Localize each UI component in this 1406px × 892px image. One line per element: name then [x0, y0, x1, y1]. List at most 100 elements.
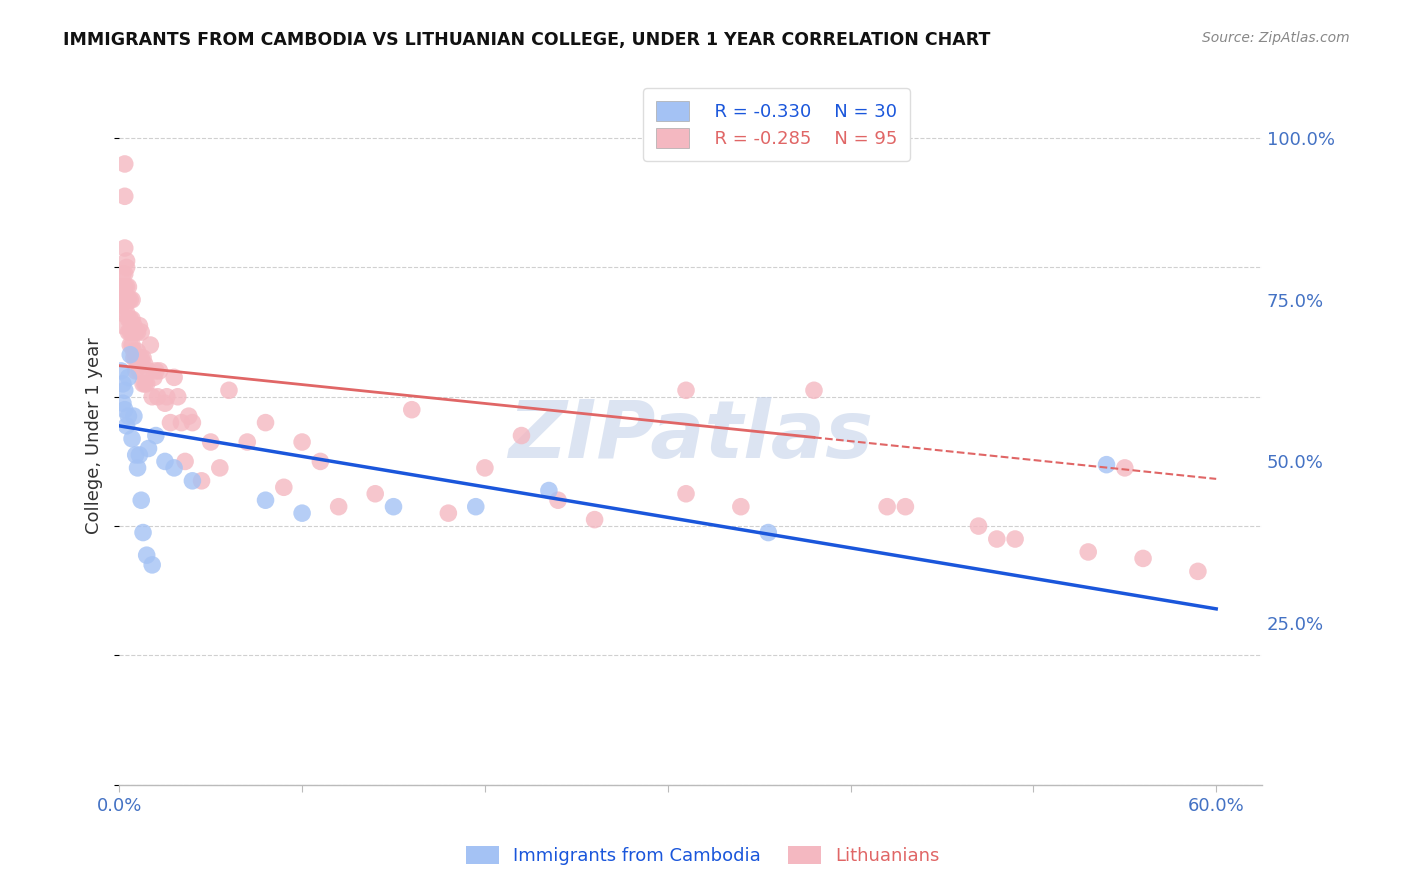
Point	[675, 487, 697, 501]
Point	[115, 254, 138, 268]
Point	[208, 461, 231, 475]
Point	[364, 487, 387, 501]
Point	[437, 506, 460, 520]
Point	[382, 500, 405, 514]
Point	[254, 416, 277, 430]
Point	[145, 364, 167, 378]
Point	[803, 384, 825, 398]
Point	[110, 306, 132, 320]
Point	[138, 364, 160, 378]
Point	[159, 416, 181, 430]
Point	[110, 293, 132, 307]
Point	[122, 318, 145, 333]
Point	[181, 416, 204, 430]
Point	[127, 344, 149, 359]
Point	[111, 267, 134, 281]
Legend: Immigrants from Cambodia, Lithuanians: Immigrants from Cambodia, Lithuanians	[457, 838, 949, 874]
Point	[291, 506, 314, 520]
Point	[474, 461, 496, 475]
Point	[125, 448, 148, 462]
Point	[181, 474, 204, 488]
Point	[876, 500, 898, 514]
Point	[291, 435, 314, 450]
Point	[1077, 545, 1099, 559]
Point	[125, 325, 148, 339]
Point	[121, 293, 143, 307]
Point	[120, 338, 142, 352]
Point	[128, 364, 150, 378]
Point	[120, 348, 142, 362]
Point	[756, 525, 779, 540]
Point	[117, 325, 139, 339]
Point	[675, 384, 697, 398]
Point	[134, 358, 156, 372]
Legend:   R = -0.330    N = 30,   R = -0.285    N = 95: R = -0.330 N = 30, R = -0.285 N = 95	[644, 88, 910, 161]
Point	[114, 189, 136, 203]
Text: ZIPatlas: ZIPatlas	[508, 397, 873, 475]
Point	[166, 390, 188, 404]
Point	[148, 364, 170, 378]
Point	[1187, 565, 1209, 579]
Point	[132, 525, 155, 540]
Point	[141, 558, 163, 572]
Point	[110, 280, 132, 294]
Point	[128, 448, 150, 462]
Point	[145, 428, 167, 442]
Point	[122, 344, 145, 359]
Point	[111, 286, 134, 301]
Point	[132, 376, 155, 391]
Point	[115, 260, 138, 275]
Point	[177, 409, 200, 424]
Point	[111, 318, 134, 333]
Point	[1004, 532, 1026, 546]
Point	[146, 390, 169, 404]
Point	[114, 280, 136, 294]
Point	[1095, 458, 1118, 472]
Point	[129, 325, 152, 339]
Point	[127, 351, 149, 365]
Point	[114, 384, 136, 398]
Point	[117, 293, 139, 307]
Point	[537, 483, 560, 498]
Point	[135, 376, 157, 391]
Point	[967, 519, 990, 533]
Point	[117, 370, 139, 384]
Point	[328, 500, 350, 514]
Point	[114, 299, 136, 313]
Point	[134, 376, 156, 391]
Point	[583, 513, 606, 527]
Point	[111, 376, 134, 391]
Y-axis label: College, Under 1 year: College, Under 1 year	[86, 337, 103, 534]
Point	[190, 474, 212, 488]
Text: Source: ZipAtlas.com: Source: ZipAtlas.com	[1202, 31, 1350, 45]
Point	[138, 442, 160, 456]
Point	[125, 364, 148, 378]
Point	[115, 280, 138, 294]
Point	[309, 454, 332, 468]
Point	[135, 548, 157, 562]
Point	[115, 418, 138, 433]
Point	[127, 461, 149, 475]
Point	[401, 402, 423, 417]
Point	[115, 306, 138, 320]
Point	[114, 402, 136, 417]
Point	[120, 312, 142, 326]
Point	[163, 370, 186, 384]
Point	[156, 390, 179, 404]
Point	[153, 454, 176, 468]
Point	[273, 480, 295, 494]
Point	[986, 532, 1008, 546]
Point	[127, 325, 149, 339]
Point	[143, 370, 166, 384]
Point	[730, 500, 752, 514]
Point	[132, 351, 155, 365]
Point	[200, 435, 222, 450]
Point	[117, 280, 139, 294]
Point	[120, 325, 142, 339]
Point	[114, 157, 136, 171]
Point	[128, 318, 150, 333]
Point	[218, 384, 240, 398]
Point	[122, 351, 145, 365]
Point	[121, 312, 143, 326]
Point	[110, 364, 132, 378]
